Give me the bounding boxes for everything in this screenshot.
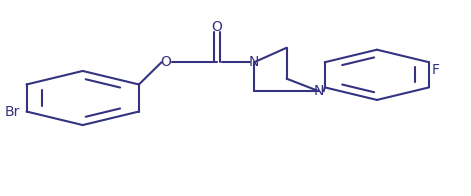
Text: O: O xyxy=(161,55,171,69)
Text: N: N xyxy=(249,55,260,69)
Text: O: O xyxy=(211,20,222,34)
Text: N: N xyxy=(314,84,324,98)
Text: F: F xyxy=(431,63,439,77)
Text: Br: Br xyxy=(4,104,20,119)
